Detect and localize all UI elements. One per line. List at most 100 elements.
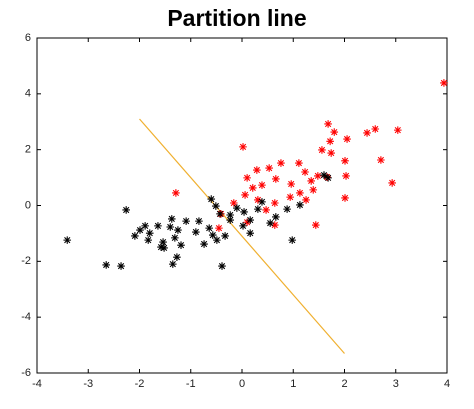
scatter-point — [205, 224, 213, 232]
scatter-point — [371, 125, 380, 133]
x-tick-label: -3 — [83, 378, 93, 390]
y-tick-label: -4 — [21, 311, 31, 323]
scatter-point — [218, 262, 226, 270]
scatter-point — [296, 201, 304, 209]
scatter-point — [341, 194, 349, 202]
x-tick-label: -2 — [135, 378, 145, 390]
scatter-point — [216, 210, 224, 218]
scatter-point — [159, 238, 167, 246]
y-tick-label: 4 — [25, 88, 31, 100]
scatter-point — [239, 143, 247, 151]
scatter-point — [377, 156, 385, 164]
scatter-point — [177, 241, 185, 249]
scatter-point — [160, 244, 168, 252]
scatter-point — [117, 262, 125, 270]
scatter-point — [169, 260, 177, 268]
scatter-point — [301, 168, 309, 176]
scatter-point — [286, 193, 294, 201]
scatter-point — [233, 204, 241, 212]
scatter-point — [324, 120, 332, 128]
scatter-point — [272, 175, 280, 183]
scatter-point — [254, 205, 262, 213]
scatter-point — [200, 240, 208, 248]
y-tick-label: -6 — [21, 367, 31, 379]
scatter-point — [174, 226, 182, 234]
scatter-point — [226, 211, 235, 219]
scatter-point — [144, 236, 153, 244]
scatter-point — [342, 172, 350, 180]
scatter-point — [230, 199, 238, 207]
scatter-point — [221, 232, 229, 240]
x-tick-label: 1 — [290, 378, 296, 390]
scatter-point — [172, 189, 180, 197]
scatter-point — [157, 243, 165, 251]
x-tick-label: 2 — [341, 378, 347, 390]
x-tick-label: -4 — [32, 378, 42, 390]
scatter-point — [327, 149, 335, 157]
scatter-point — [272, 213, 280, 221]
scatter-point — [258, 198, 266, 206]
scatter-point — [173, 253, 181, 261]
y-tick-label: -2 — [21, 255, 31, 267]
scatter-point — [207, 195, 216, 203]
partition-line — [139, 118, 345, 354]
scatter-point — [330, 128, 339, 136]
scatter-point — [246, 216, 254, 224]
scatter-point — [295, 159, 303, 167]
x-tick-label: 3 — [393, 378, 399, 390]
scatter-point — [215, 224, 223, 232]
plot-frame — [36, 37, 448, 374]
scatter-point — [166, 223, 175, 231]
scatter-point — [212, 202, 220, 210]
scatter-point — [226, 216, 235, 224]
scatter-point — [440, 79, 448, 87]
scatter-point — [171, 234, 179, 242]
x-tick-label: 4 — [444, 378, 450, 390]
scatter-point — [253, 166, 261, 174]
scatter-point — [192, 228, 200, 236]
scatter-point — [258, 181, 266, 189]
scatter-point — [265, 164, 273, 172]
scatter-point — [309, 186, 318, 194]
scatter-point — [136, 226, 144, 234]
scatter-point — [271, 199, 279, 207]
scatter-point — [307, 177, 315, 185]
scatter-point — [254, 196, 262, 204]
scatter-point — [208, 231, 217, 239]
scatter-point — [246, 229, 254, 237]
scatter-point — [341, 157, 349, 165]
scatter-point — [131, 232, 139, 240]
scatter-point — [262, 206, 270, 214]
scatter-point — [296, 189, 304, 197]
scatter-point — [141, 222, 149, 230]
scatter-point — [154, 222, 162, 230]
scatter-point — [271, 221, 279, 229]
scatter-point — [63, 236, 72, 244]
scatter-point — [326, 137, 334, 146]
scatter-point — [240, 208, 248, 216]
scatter-point — [182, 217, 190, 225]
x-tick-label: 0 — [239, 378, 245, 390]
y-tick-label: 0 — [25, 199, 31, 211]
scatter-point — [283, 205, 291, 213]
scatter-point — [343, 135, 351, 143]
scatter-point — [320, 171, 328, 179]
scatter-point — [167, 215, 176, 223]
scatter-point — [388, 179, 396, 187]
y-tick-label: 2 — [25, 144, 31, 156]
scatter-point — [102, 261, 110, 269]
scatter-point — [287, 180, 295, 188]
scatter-point — [314, 172, 322, 180]
scatter-point — [394, 126, 402, 134]
scatter-point — [318, 146, 326, 154]
scatter-point — [266, 219, 274, 227]
scatter-point — [312, 221, 320, 229]
y-tick-label: 6 — [25, 32, 31, 44]
scatter-point — [145, 229, 154, 237]
scatter-point — [302, 196, 310, 204]
scatter-point — [277, 159, 285, 167]
scatter-point — [243, 218, 251, 227]
chart-title: Partition line — [167, 5, 306, 31]
